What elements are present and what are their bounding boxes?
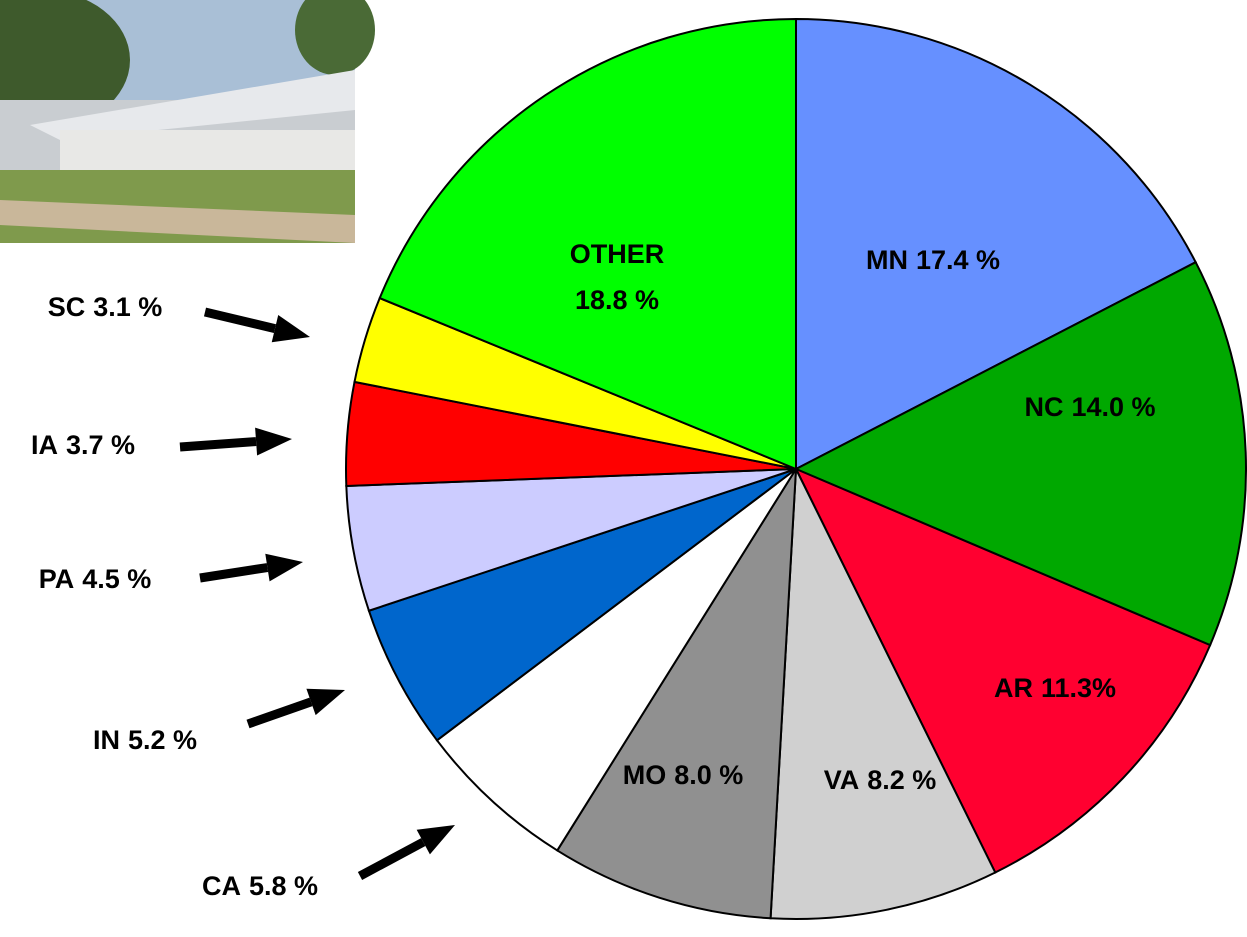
data-label: IN 5.2 % [93, 725, 197, 755]
label-value: 17.4 % [916, 245, 1000, 275]
label-value: 8.2 % [867, 765, 936, 795]
label-value: 14.0 % [1071, 392, 1155, 422]
label-category: AR [994, 673, 1033, 703]
label-category: MO [623, 760, 667, 790]
label-category: OTHER [570, 239, 665, 269]
label-category: VA [824, 765, 860, 795]
pie-slice [378, 17, 797, 471]
label-category: IN [93, 725, 120, 755]
arrow-shaft [199, 563, 269, 583]
label-value: 5.2 % [128, 725, 197, 755]
arrow-shaft [179, 437, 257, 452]
data-label: MN 17.4 % [866, 245, 1000, 275]
label-value: 3.7 % [66, 430, 135, 460]
pie-slice [769, 465, 997, 920]
pie-slice [435, 468, 797, 852]
pie-slice [367, 468, 797, 742]
label-value: 3.1 % [93, 292, 162, 322]
arrow-shaft [246, 697, 313, 729]
data-label: NC 14.0 % [1024, 392, 1155, 422]
pie-slice [555, 468, 797, 920]
arrow-shaft [357, 838, 426, 880]
label-value: 5.8 % [249, 871, 318, 901]
data-label: VA 8.2 % [824, 765, 937, 795]
data-label: CA 5.8 % [202, 871, 318, 901]
arrow-head [306, 688, 345, 716]
pie-slice [793, 260, 1247, 647]
label-value: 18.8 % [575, 285, 659, 315]
label-category: SC [48, 292, 86, 322]
data-label: SC 3.1 % [48, 292, 163, 322]
arrow-shaft [203, 307, 277, 334]
label-category: PA [39, 564, 75, 594]
arrow-head [271, 315, 310, 343]
label-category: CA [202, 871, 241, 901]
label-value: 4.5 % [82, 564, 151, 594]
data-label: MO 8.0 % [623, 760, 744, 790]
label-category: MN [866, 245, 908, 275]
data-label: PA 4.5 % [39, 564, 152, 594]
label-value: 8.0 % [674, 760, 743, 790]
label-category: NC [1024, 392, 1063, 422]
data-label: IA 3.7 % [31, 430, 135, 460]
label-value: 11.3% [1041, 673, 1116, 703]
arrow-head [255, 427, 292, 456]
pie-slice [795, 17, 1198, 471]
data-label: OTHER 18.8 % [570, 239, 665, 315]
pie-slice [793, 467, 1212, 874]
photo [0, 0, 375, 243]
label-category: IA [31, 430, 58, 460]
arrow-head [265, 553, 303, 582]
arrow-head [416, 825, 455, 855]
data-label: AR 11.3% [994, 673, 1116, 703]
